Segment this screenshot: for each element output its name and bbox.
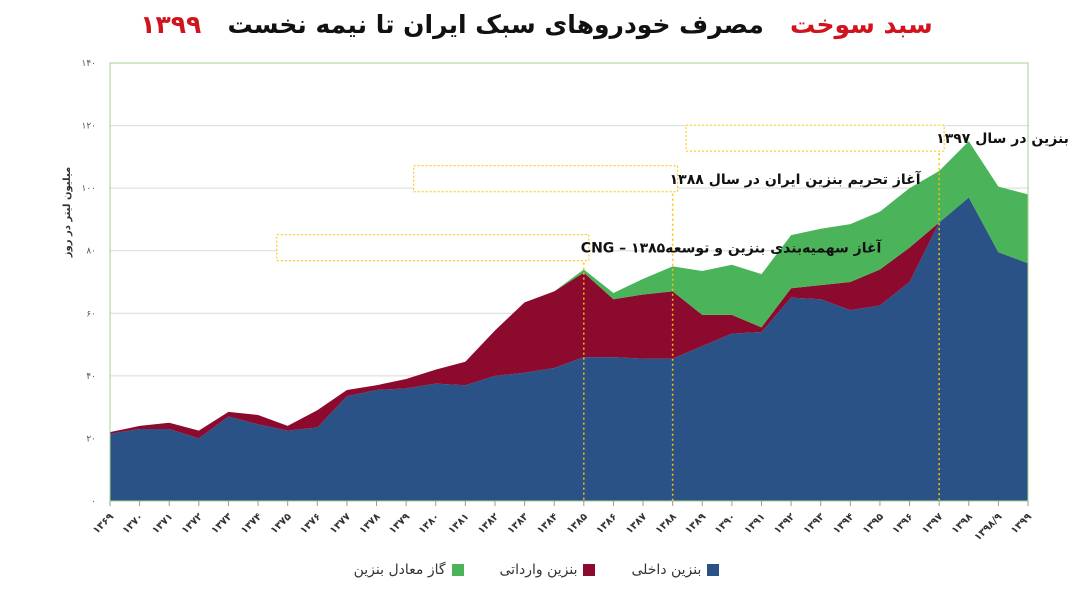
x-tick-label: ۱۳۹۰ [713, 511, 738, 536]
stacked-areas [110, 141, 1028, 501]
x-tick-label: ۱۳۷۵ [269, 511, 294, 536]
title-year: ۱۳۹۹ [140, 10, 202, 39]
y-tick-label: ۰ [91, 497, 96, 507]
x-tick-label: ۱۳۸۹ [683, 511, 708, 536]
annotation-box [685, 124, 945, 152]
x-tick-label: ۱۳۸۰ [417, 511, 442, 536]
x-tick-label: ۱۳۹۹ [1009, 511, 1034, 536]
x-tick-label: ۱۳۹۸ [950, 511, 975, 536]
area-series-0 [110, 197, 1028, 501]
y-tick-label: ۶۰ [86, 309, 96, 319]
x-tick-label: ۱۳۹۳ [802, 511, 827, 536]
y-tick-label: ۱۲۰ [81, 122, 96, 132]
y-tick-label: ۱۴۰ [81, 59, 96, 69]
y-tick-label: ۴۰ [86, 372, 96, 382]
y-axis-label: میلیون لیتر در روز [62, 167, 73, 258]
x-tick-label: ۱۳۸۳ [506, 511, 531, 536]
annotation-label: آغاز تحریم بنزین ایران در سال ۱۳۸۸ [670, 170, 922, 188]
y-tick-label: ۸۰ [86, 247, 96, 257]
x-tick-label: ۱۳۹۲ [772, 511, 797, 536]
legend-item-imported: بنزین وارداتی [500, 562, 596, 578]
x-tick-label: ۱۳۸۶ [594, 511, 619, 536]
x-tick-label: ۱۳۸۱ [446, 511, 471, 536]
legend-label-cng: گاز معادل بنزین [353, 562, 446, 578]
x-tick-label: ۱۳۸۵ [565, 511, 590, 536]
x-tick-label: ۱۳۹۶ [891, 511, 916, 536]
x-tick-label: ۱۳۷۷ [328, 511, 353, 536]
chart-title: سبد سوخت مصرف خودروهای سبک ایران تا نیمه… [0, 10, 1073, 39]
x-tick-label: ۱۳۹۸/۹ [973, 511, 1005, 543]
legend-label-imported: بنزین وارداتی [499, 562, 578, 578]
x-tick-label: ۱۳۷۲ [180, 511, 205, 536]
legend-label-domestic: بنزین داخلی [631, 562, 702, 578]
title-part1: سبد سوخت [790, 10, 933, 39]
legend-item-cng: گاز معادل بنزین [354, 562, 464, 578]
x-tick-label: ۱۳۹۴ [831, 511, 856, 536]
x-tick-label: ۱۳۸۴ [535, 511, 560, 536]
x-tick-label: ۱۳۸۲ [476, 511, 501, 536]
annotation-box [276, 234, 590, 262]
x-tick-label: ۱۳۸۷ [624, 511, 649, 536]
legend-swatch-domestic [707, 564, 720, 576]
x-tick-label: ۱۳۷۱ [150, 511, 175, 536]
x-tick-label: ۱۳۸۸ [654, 511, 679, 536]
x-tick-label: ۱۳۷۰ [121, 511, 146, 536]
y-tick-label: ۱۰۰ [81, 184, 96, 194]
plot-frame [109, 62, 1029, 502]
y-tick-label: ۲۰ [86, 434, 96, 444]
x-tick-label: ۱۳۹۷ [920, 511, 945, 536]
title-part2: مصرف خودروهای سبک ایران تا نیمه نخست [227, 10, 764, 39]
x-tick-label: ۱۳۷۶ [298, 511, 323, 536]
x-tick-label: ۱۳۷۴ [239, 511, 264, 536]
x-tick-label: ۱۳۹۱ [743, 511, 768, 536]
legend: بنزین داخلی بنزین وارداتی گاز معادل بنزی… [0, 562, 1073, 578]
x-tick-label: ۱۳۶۹ [91, 511, 116, 536]
legend-item-domestic: بنزین داخلی [631, 562, 720, 578]
x-tick-label: ۱۳۷۹ [387, 511, 412, 536]
area-series-1 [110, 197, 1028, 439]
annotations: آغاز سهمیه‌بندی بنزین و توسعهCNG – ۱۳۸۵ آ… [276, 124, 1073, 501]
x-tick-label: ۱۳۹۵ [861, 511, 886, 536]
annotation-label: آغاز سهمیه‌بندی بنزین و توسعهCNG – ۱۳۸۵ [581, 239, 883, 257]
x-tick-label: ۱۳۷۸ [358, 511, 383, 536]
legend-swatch-cng [451, 564, 464, 576]
x-tick-label: ۱۳۷۳ [210, 511, 235, 536]
annotation-box [413, 165, 679, 193]
legend-swatch-imported [583, 564, 596, 576]
annotation-label: پایان واردات بنزین در سال ۱۳۹۷ [936, 131, 1073, 147]
